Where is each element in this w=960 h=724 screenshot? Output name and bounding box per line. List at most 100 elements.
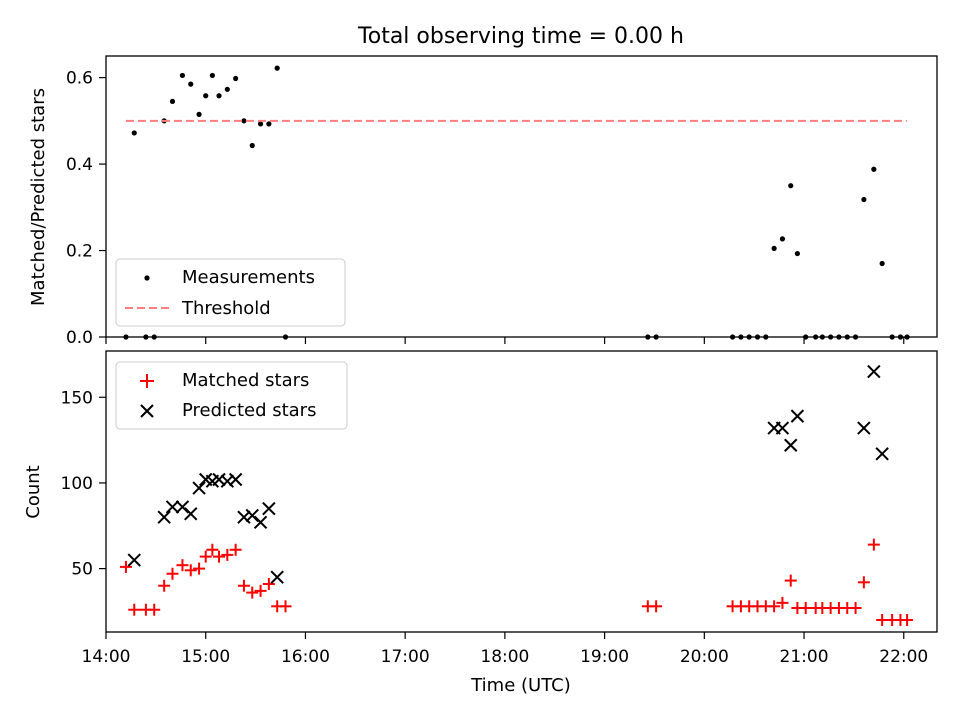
bottom-y-ticks: 50 100 150 — [61, 388, 106, 580]
measurement-point — [249, 142, 255, 149]
matched-star-point — [254, 584, 267, 597]
measurement-point — [203, 93, 209, 99]
bottom-y-tick-label: 50 — [71, 560, 93, 580]
bottom-x-tick-label: 15:00 — [181, 647, 230, 667]
matched-star-point — [650, 600, 663, 613]
measurement-point — [188, 81, 194, 87]
matched-star-point — [184, 564, 197, 577]
bottom-y-tick-label: 100 — [61, 474, 93, 494]
x-axis-label: Time (UTC) — [470, 675, 571, 696]
bottom-legend: Matched stars Predicted stars — [115, 361, 348, 430]
predicted-star-point — [157, 510, 171, 524]
measurement-point — [209, 72, 215, 79]
predicted-star-point — [270, 570, 284, 584]
matched-star-point — [166, 567, 179, 580]
matched-star-point — [193, 562, 206, 575]
bottom-x-tick-label: 16:00 — [281, 647, 330, 667]
legend-matched-marker — [140, 374, 154, 388]
measurement-point — [794, 250, 800, 257]
legend-predicted-label: Predicted stars — [182, 400, 316, 421]
top-axes-frame — [105, 55, 938, 338]
matched-star-point — [213, 550, 226, 563]
legend-matched-label: Matched stars — [182, 370, 309, 391]
matched-star-point — [262, 578, 275, 591]
measurement-point — [871, 166, 877, 172]
predicted-star-point — [175, 500, 190, 514]
measurement-point — [257, 121, 264, 127]
top-y-tick-label: 0.0 — [66, 328, 93, 348]
bottom-x-tick-label: 18:00 — [480, 647, 529, 667]
bottom-x-tick-label: 22:00 — [879, 647, 928, 667]
bottom-y-axis-label: Count — [23, 465, 44, 518]
matched-star-point — [158, 579, 171, 592]
predicted-star-point — [253, 515, 268, 530]
bottom-panel: 50 100 150 14:00 15:00 16:00 17:00 18:00 19:00 2… — [23, 350, 938, 696]
predicted-star-point — [262, 501, 276, 516]
predicted-star-point — [857, 421, 871, 435]
bottom-legend-box — [115, 361, 348, 430]
bottom-x-tick-label: 19:00 — [580, 647, 629, 667]
predicted-star-point — [790, 409, 805, 423]
figure-title: Total observing time = 0.00 h — [357, 24, 684, 49]
measurement-point — [169, 98, 176, 104]
bottom-x-ticks: 14:00 15:00 16:00 17:00 18:00 19:00 20:00 21:00… — [82, 632, 928, 667]
measurement-point — [266, 121, 272, 127]
top-y-axis-label: Matched/Predicted stars — [28, 88, 49, 306]
top-y-ticks: 0.0 0.2 0.4 0.6 — [66, 69, 106, 348]
bottom-x-tick-label: 21:00 — [780, 647, 829, 667]
bottom-x-tick-label: 17:00 — [381, 647, 430, 667]
top-x-ticks — [105, 337, 905, 344]
matched-star-point — [857, 576, 870, 589]
matched-star-point — [128, 603, 141, 616]
predicted-star-point — [875, 447, 889, 461]
legend-measurements-marker — [144, 275, 150, 281]
top-y-tick-label: 0.4 — [66, 155, 93, 175]
measurement-point — [131, 130, 137, 136]
matched-star-point — [768, 600, 781, 613]
predicted-star-point — [184, 507, 198, 521]
measurement-point — [779, 236, 786, 242]
predicted-star-point — [165, 500, 180, 514]
matched-star-point — [206, 543, 219, 556]
predicted-star-points — [127, 364, 889, 584]
measurement-point — [861, 196, 867, 203]
top-y-tick-label: 0.2 — [66, 242, 93, 262]
measurement-point — [179, 72, 186, 79]
bottom-x-tick-label: 14:00 — [82, 647, 131, 667]
top-panel: 0.0 0.2 0.4 0.6 Matched/Predicted stars Mea… — [28, 55, 938, 348]
predicted-star-point — [192, 481, 206, 495]
bottom-y-tick-label: 150 — [61, 388, 93, 408]
legend-measurements-label: Measurements — [182, 267, 315, 288]
predicted-star-point — [867, 364, 881, 379]
bottom-x-tick-label: 20:00 — [680, 647, 729, 667]
matched-star-point — [901, 614, 914, 627]
measurement-point — [788, 183, 794, 189]
matched-star-points — [119, 538, 914, 627]
matched-star-point — [784, 574, 797, 587]
bottom-axes-frame — [105, 350, 938, 633]
matched-star-point — [776, 596, 789, 609]
measurement-point — [879, 260, 885, 267]
measurement-point — [233, 75, 239, 82]
matched-star-point — [199, 550, 212, 563]
predicted-star-point — [775, 421, 790, 435]
measurement-point — [274, 65, 280, 71]
measurement-points — [123, 65, 910, 340]
matched-star-point — [119, 560, 132, 573]
matched-star-point — [867, 538, 880, 551]
legend-threshold-label: Threshold — [181, 298, 271, 319]
predicted-star-point — [784, 438, 798, 452]
top-legend: Measurements Threshold — [115, 258, 346, 327]
matched-star-point — [237, 579, 250, 592]
predicted-star-point — [127, 553, 141, 567]
top-legend-box — [115, 258, 346, 327]
measurement-point — [771, 245, 777, 251]
matched-star-point — [849, 602, 862, 615]
measurement-point — [216, 93, 222, 99]
matched-star-point — [229, 543, 242, 556]
matched-star-point — [221, 548, 234, 561]
predicted-star-point — [245, 508, 259, 523]
matched-star-point — [148, 603, 161, 616]
